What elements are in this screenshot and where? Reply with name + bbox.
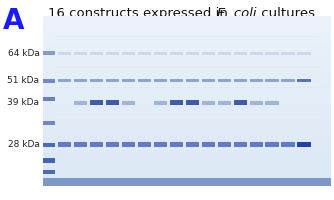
Text: 64 kDa: 64 kDa [8,49,39,58]
Bar [43,143,55,147]
Bar [282,79,295,82]
Bar [217,142,231,147]
Bar [186,100,199,105]
Bar [55,114,319,115]
Bar [266,52,279,55]
Bar [43,79,55,83]
Bar [90,100,103,105]
Bar [55,66,319,68]
Bar [266,101,279,105]
Bar [90,79,103,82]
Bar [154,52,167,55]
Bar [74,101,87,105]
Text: 16 constructs expressed in: 16 constructs expressed in [48,7,232,20]
Bar [55,36,319,37]
Bar [217,52,231,55]
Bar [202,142,215,147]
Bar [43,121,55,125]
Bar [74,142,87,147]
Bar [249,52,263,55]
Bar [233,79,246,82]
Text: 39 kDa: 39 kDa [7,98,39,107]
Bar [266,79,279,82]
Bar [138,79,151,82]
Bar [58,142,71,147]
Bar [266,142,279,147]
Bar [43,178,331,186]
Bar [217,79,231,82]
Bar [202,79,215,82]
Bar [298,79,311,82]
Bar [249,142,263,147]
Bar [106,142,119,147]
Bar [122,52,135,55]
Bar [58,52,71,55]
Bar [186,142,199,147]
Text: 28 kDa: 28 kDa [8,140,39,149]
Bar [170,100,183,105]
Bar [122,142,135,147]
Bar [55,87,319,88]
Bar [186,52,199,55]
Bar [74,52,87,55]
Bar [43,158,55,163]
Bar [298,52,311,55]
Bar [186,79,199,82]
Bar [298,142,311,147]
Bar [282,142,295,147]
Text: 51 kDa: 51 kDa [7,76,39,85]
Bar [170,142,183,147]
Bar [170,79,183,82]
Bar [106,100,119,105]
Bar [233,142,246,147]
Bar [202,52,215,55]
Bar [249,101,263,105]
Bar [74,79,87,82]
Bar [43,51,55,55]
Bar [170,52,183,55]
Bar [90,142,103,147]
Bar [202,101,215,105]
Bar [249,79,263,82]
Bar [58,79,71,82]
Bar [106,52,119,55]
Bar [233,52,246,55]
Bar [122,79,135,82]
Bar [282,52,295,55]
Bar [106,79,119,82]
Bar [154,101,167,105]
Bar [122,101,135,105]
Text: E. coli: E. coli [217,7,257,20]
Bar [90,52,103,55]
Bar [43,170,55,174]
Bar [233,100,246,105]
Bar [217,101,231,105]
Bar [138,52,151,55]
Bar [154,79,167,82]
Bar [138,142,151,147]
Text: cultures: cultures [257,7,315,20]
Bar [154,142,167,147]
Text: A: A [3,7,25,35]
Bar [43,97,55,101]
